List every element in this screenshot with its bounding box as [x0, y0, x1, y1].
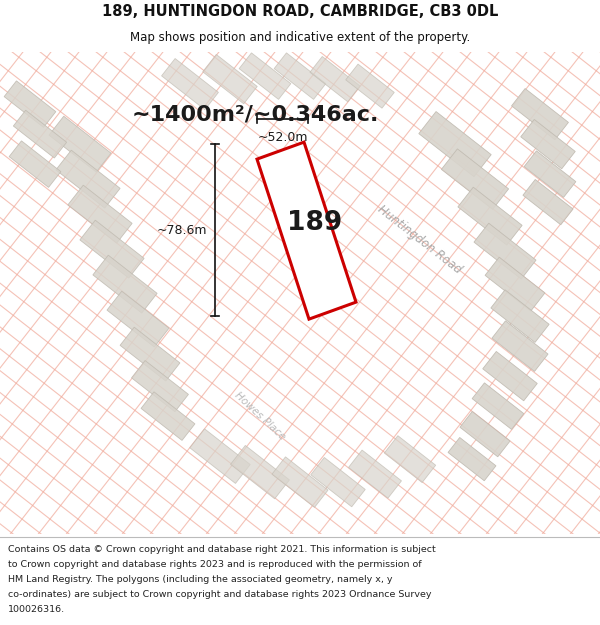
Polygon shape — [274, 53, 326, 99]
Polygon shape — [80, 220, 144, 278]
Polygon shape — [448, 438, 496, 481]
Polygon shape — [523, 179, 573, 225]
Polygon shape — [524, 151, 576, 198]
Polygon shape — [474, 223, 536, 279]
Polygon shape — [346, 64, 394, 108]
Polygon shape — [4, 81, 56, 128]
Polygon shape — [93, 255, 157, 313]
Polygon shape — [120, 328, 180, 381]
Polygon shape — [349, 450, 401, 498]
Polygon shape — [310, 56, 360, 102]
Polygon shape — [56, 150, 120, 208]
Polygon shape — [483, 351, 537, 401]
Polygon shape — [13, 110, 67, 158]
Polygon shape — [239, 53, 291, 99]
Text: Howes Place: Howes Place — [233, 390, 287, 442]
Text: ~78.6m: ~78.6m — [157, 224, 207, 237]
Polygon shape — [492, 321, 548, 371]
Polygon shape — [419, 111, 491, 177]
Text: co-ordinates) are subject to Crown copyright and database rights 2023 Ordnance S: co-ordinates) are subject to Crown copyr… — [8, 590, 431, 599]
Polygon shape — [472, 383, 524, 429]
Text: ~52.0m: ~52.0m — [257, 131, 308, 144]
Polygon shape — [385, 436, 436, 482]
Polygon shape — [272, 457, 328, 508]
Polygon shape — [49, 116, 111, 172]
Text: ~1400m²/~0.346ac.: ~1400m²/~0.346ac. — [131, 104, 379, 124]
Text: to Crown copyright and database rights 2023 and is reproduced with the permissio: to Crown copyright and database rights 2… — [8, 560, 421, 569]
Polygon shape — [141, 392, 195, 441]
Polygon shape — [512, 89, 568, 140]
Polygon shape — [68, 185, 132, 243]
Text: HM Land Registry. The polygons (including the associated geometry, namely x, y: HM Land Registry. The polygons (includin… — [8, 575, 392, 584]
Text: 189: 189 — [287, 209, 342, 236]
Polygon shape — [491, 290, 549, 342]
Text: Contains OS data © Crown copyright and database right 2021. This information is : Contains OS data © Crown copyright and d… — [8, 545, 436, 554]
Polygon shape — [458, 188, 522, 245]
Polygon shape — [257, 142, 356, 319]
Polygon shape — [9, 141, 61, 188]
Polygon shape — [521, 119, 575, 169]
Polygon shape — [131, 361, 188, 412]
Polygon shape — [203, 54, 257, 104]
Text: 189, HUNTINGDON ROAD, CAMBRIDGE, CB3 0DL: 189, HUNTINGDON ROAD, CAMBRIDGE, CB3 0DL — [102, 4, 498, 19]
Polygon shape — [460, 411, 510, 457]
Polygon shape — [485, 258, 545, 311]
Text: Huntingdon Road: Huntingdon Road — [376, 202, 464, 276]
Polygon shape — [442, 149, 509, 209]
Text: Map shows position and indicative extent of the property.: Map shows position and indicative extent… — [130, 31, 470, 44]
Polygon shape — [311, 458, 365, 507]
Text: 100026316.: 100026316. — [8, 605, 65, 614]
Polygon shape — [107, 291, 169, 347]
Polygon shape — [161, 59, 218, 110]
Polygon shape — [230, 446, 289, 499]
Polygon shape — [190, 429, 250, 483]
